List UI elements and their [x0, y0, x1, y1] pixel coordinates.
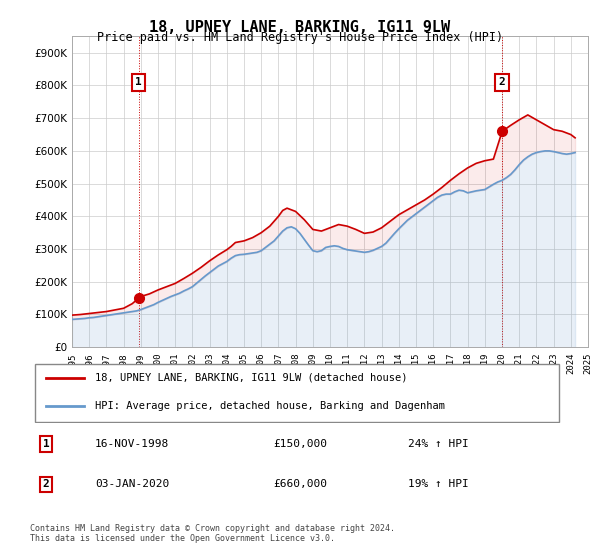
Text: 2: 2: [499, 77, 506, 87]
Text: 19% ↑ HPI: 19% ↑ HPI: [408, 479, 469, 489]
Text: 24% ↑ HPI: 24% ↑ HPI: [408, 439, 469, 449]
Text: 18, UPNEY LANE, BARKING, IG11 9LW: 18, UPNEY LANE, BARKING, IG11 9LW: [149, 20, 451, 35]
Text: 16-NOV-1998: 16-NOV-1998: [95, 439, 169, 449]
Text: 03-JAN-2020: 03-JAN-2020: [95, 479, 169, 489]
Text: 18, UPNEY LANE, BARKING, IG11 9LW (detached house): 18, UPNEY LANE, BARKING, IG11 9LW (detac…: [95, 373, 407, 383]
Text: 1: 1: [136, 77, 142, 87]
Text: Contains HM Land Registry data © Crown copyright and database right 2024.
This d: Contains HM Land Registry data © Crown c…: [30, 524, 395, 543]
FancyBboxPatch shape: [35, 363, 559, 422]
Text: HPI: Average price, detached house, Barking and Dagenham: HPI: Average price, detached house, Bark…: [95, 400, 445, 410]
Text: 2: 2: [43, 479, 50, 489]
Text: Price paid vs. HM Land Registry's House Price Index (HPI): Price paid vs. HM Land Registry's House …: [97, 31, 503, 44]
Text: £150,000: £150,000: [273, 439, 327, 449]
Text: 1: 1: [43, 439, 50, 449]
Text: £660,000: £660,000: [273, 479, 327, 489]
